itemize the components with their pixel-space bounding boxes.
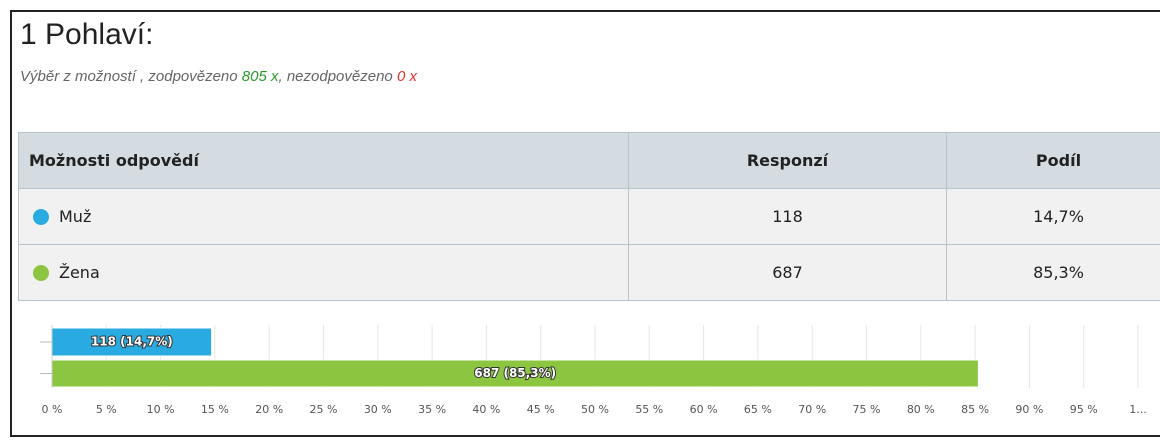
table-cell: 14,7% [946,188,1160,245]
x-tick-label: 85 % [961,403,989,416]
header-text: Responzí [746,151,829,170]
x-tick-label: 95 % [1070,403,1098,416]
x-tick-label: 0 % [42,403,63,416]
x-tick-label: 20 % [255,403,283,416]
cell-text: 118 [772,207,803,226]
x-tick-label: 70 % [798,403,826,416]
table-cell: 687 [628,244,947,301]
header-text: Možnosti odpovědí [29,151,199,170]
x-tick-label: 50 % [581,403,609,416]
panel-border [10,10,1160,437]
column-header: Responzí [628,132,947,189]
x-tick-label: 65 % [744,403,772,416]
x-tick-label: 35 % [418,403,446,416]
cell-text: 14,7% [1033,207,1084,226]
subtitle-text: Výběr z možností , zodpovězeno [20,68,242,85]
subtitle-text: , nezodpovězeno [278,68,397,85]
cell-text: Muž [59,207,92,226]
table-cell: Muž [18,188,629,245]
x-tick-label: 40 % [472,403,500,416]
column-header: Možnosti odpovědí [18,132,629,189]
x-tick-label: 80 % [907,403,935,416]
x-tick-label: 45 % [527,403,555,416]
x-tick-label: 5 % [96,403,117,416]
table-cell: Žena [18,244,629,301]
x-tick-label: 55 % [635,403,663,416]
bar-value-label: 118 (14,7%) [91,335,173,349]
x-tick-label: 90 % [1015,403,1043,416]
x-tick-label: 60 % [690,403,718,416]
table-cell: 85,3% [946,244,1160,301]
header-text: Podíl [1035,151,1082,170]
cell-text: 687 [772,263,803,282]
legend-dot [33,208,49,225]
cell-text: Žena [59,263,100,282]
bar-value-label: 687 (85,3%) [474,366,556,380]
question-title: 1 Pohlaví: [20,18,154,51]
x-tick-label: 10 % [147,403,175,416]
answered-count: 805 x [241,68,279,85]
question-subtitle: Výběr z možností , zodpovězeno 805 x, ne… [20,68,417,85]
legend-dot [33,264,49,281]
bar [51,359,979,388]
bar [51,327,213,357]
x-tick-label: 15 % [201,403,229,416]
table-cell: 118 [628,188,947,245]
x-tick-label: 30 % [364,403,392,416]
x-tick-label: 25 % [310,403,338,416]
x-tick-label: 1... [1129,403,1147,416]
unanswered-count: 0 x [396,68,417,85]
x-tick-label: 75 % [853,403,881,416]
cell-text: 85,3% [1033,263,1084,282]
